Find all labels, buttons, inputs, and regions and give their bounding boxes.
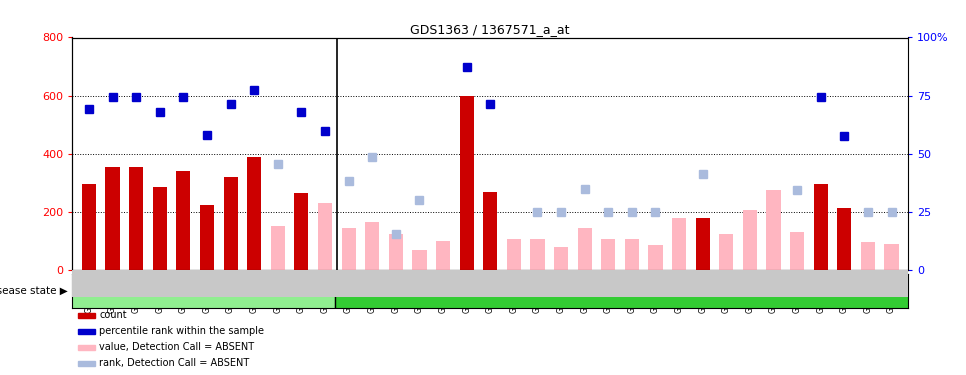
- Bar: [388, 234, 403, 270]
- Bar: [72, 274, 335, 308]
- Bar: [153, 187, 167, 270]
- Bar: [696, 217, 710, 270]
- Bar: [335, 274, 908, 308]
- Bar: [412, 250, 427, 270]
- Bar: [78, 361, 95, 366]
- Bar: [790, 232, 804, 270]
- Bar: [247, 157, 261, 270]
- Bar: [861, 242, 875, 270]
- Bar: [648, 245, 663, 270]
- Bar: [78, 313, 95, 318]
- Bar: [129, 167, 143, 270]
- Text: rank, Detection Call = ABSENT: rank, Detection Call = ABSENT: [99, 358, 249, 368]
- Bar: [720, 234, 733, 270]
- Bar: [743, 210, 757, 270]
- Bar: [601, 240, 615, 270]
- Bar: [295, 193, 308, 270]
- Bar: [766, 190, 781, 270]
- Bar: [105, 167, 120, 270]
- Bar: [318, 203, 332, 270]
- Bar: [578, 228, 592, 270]
- Text: count: count: [99, 310, 127, 321]
- Bar: [78, 345, 95, 350]
- Bar: [885, 244, 898, 270]
- Bar: [436, 241, 450, 270]
- Bar: [838, 207, 851, 270]
- Bar: [672, 217, 686, 270]
- Text: tumor: tumor: [603, 284, 640, 297]
- Bar: [507, 240, 521, 270]
- Bar: [483, 192, 497, 270]
- Bar: [200, 205, 214, 270]
- Text: value, Detection Call = ABSENT: value, Detection Call = ABSENT: [99, 342, 254, 352]
- Bar: [554, 247, 568, 270]
- Bar: [78, 329, 95, 334]
- Bar: [625, 240, 639, 270]
- Bar: [270, 226, 285, 270]
- Bar: [365, 222, 380, 270]
- Text: percentile rank within the sample: percentile rank within the sample: [99, 326, 264, 336]
- Bar: [82, 184, 96, 270]
- Bar: [460, 96, 473, 270]
- Bar: [530, 240, 545, 270]
- Text: disease state ▶: disease state ▶: [0, 286, 68, 296]
- Title: GDS1363 / 1367571_a_at: GDS1363 / 1367571_a_at: [411, 23, 570, 36]
- Bar: [177, 171, 190, 270]
- Text: normal: normal: [185, 286, 223, 296]
- Bar: [223, 177, 238, 270]
- Bar: [342, 228, 355, 270]
- Bar: [813, 184, 828, 270]
